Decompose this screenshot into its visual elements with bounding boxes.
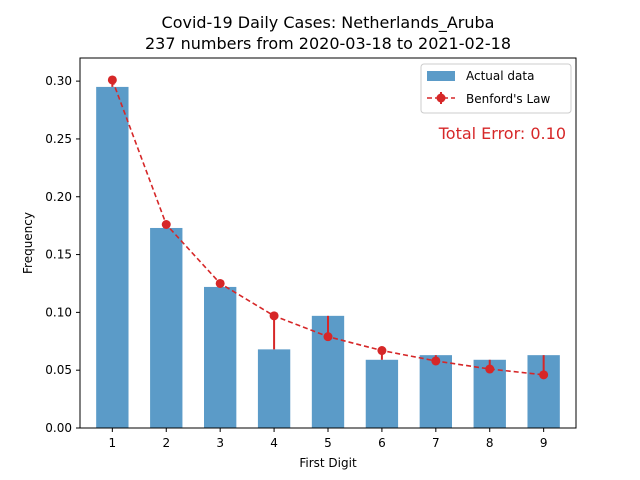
y-tick-label: 0.25 bbox=[45, 132, 72, 146]
x-tick-label: 7 bbox=[432, 436, 440, 450]
y-axis-label: Frequency bbox=[21, 212, 35, 274]
y-tick-label: 0.15 bbox=[45, 248, 72, 262]
legend-bar-swatch bbox=[427, 71, 455, 81]
x-axis-label: First Digit bbox=[299, 456, 357, 470]
benford-point-digit-3 bbox=[215, 278, 225, 288]
benford-point-digit-4 bbox=[269, 311, 279, 321]
legend-label-benford: Benford's Law bbox=[466, 92, 551, 106]
benford-point-digit-8 bbox=[485, 364, 495, 374]
x-tick-label: 6 bbox=[378, 436, 386, 450]
bar-digit-2 bbox=[150, 227, 183, 428]
legend: Actual data Benford's Law bbox=[420, 63, 572, 114]
x-tick-label: 5 bbox=[324, 436, 332, 450]
x-tick-label: 1 bbox=[109, 436, 117, 450]
benford-point-digit-1 bbox=[107, 75, 117, 85]
y-tick-label: 0.00 bbox=[45, 421, 72, 435]
x-tick-label: 9 bbox=[540, 436, 548, 450]
total-error-annotation: Total Error: 0.10 bbox=[438, 124, 566, 143]
bar-digit-1 bbox=[96, 86, 129, 428]
benford-point-digit-2 bbox=[161, 220, 171, 229]
chart-title: Covid-19 Daily Cases: Netherlands_Aruba bbox=[162, 13, 495, 33]
legend-marker-swatch bbox=[436, 93, 446, 103]
x-tick-label: 2 bbox=[162, 436, 170, 450]
x-tick-label: 3 bbox=[216, 436, 224, 450]
y-tick-label: 0.20 bbox=[45, 190, 72, 204]
bar-digit-6 bbox=[365, 359, 399, 428]
y-tick-label: 0.10 bbox=[45, 305, 72, 319]
y-axis-ticks: 0.00 0.05 0.10 0.15 0.20 0.25 0.30 bbox=[45, 74, 80, 435]
benford-line-group bbox=[107, 75, 549, 380]
bar-digit-3 bbox=[204, 286, 237, 428]
x-tick-label: 4 bbox=[270, 436, 278, 450]
legend-label-actual: Actual data bbox=[466, 69, 534, 83]
benford-point-digit-5 bbox=[323, 332, 333, 342]
benford-point-digit-7 bbox=[431, 356, 441, 366]
x-tick-label: 8 bbox=[486, 436, 494, 450]
benford-point-digit-9 bbox=[539, 370, 549, 380]
y-tick-label: 0.05 bbox=[45, 363, 72, 377]
y-tick-label: 0.30 bbox=[45, 74, 72, 88]
bar-digit-7 bbox=[419, 355, 452, 428]
bars-group bbox=[96, 86, 560, 428]
chart-subtitle: 237 numbers from 2020-03-18 to 2021-02-1… bbox=[145, 34, 511, 53]
bar-digit-4 bbox=[257, 349, 291, 428]
x-axis-ticks: 1 2 3 4 5 6 7 8 9 bbox=[109, 428, 548, 450]
benford-point-digit-6 bbox=[377, 346, 387, 356]
legend-box bbox=[420, 63, 572, 114]
